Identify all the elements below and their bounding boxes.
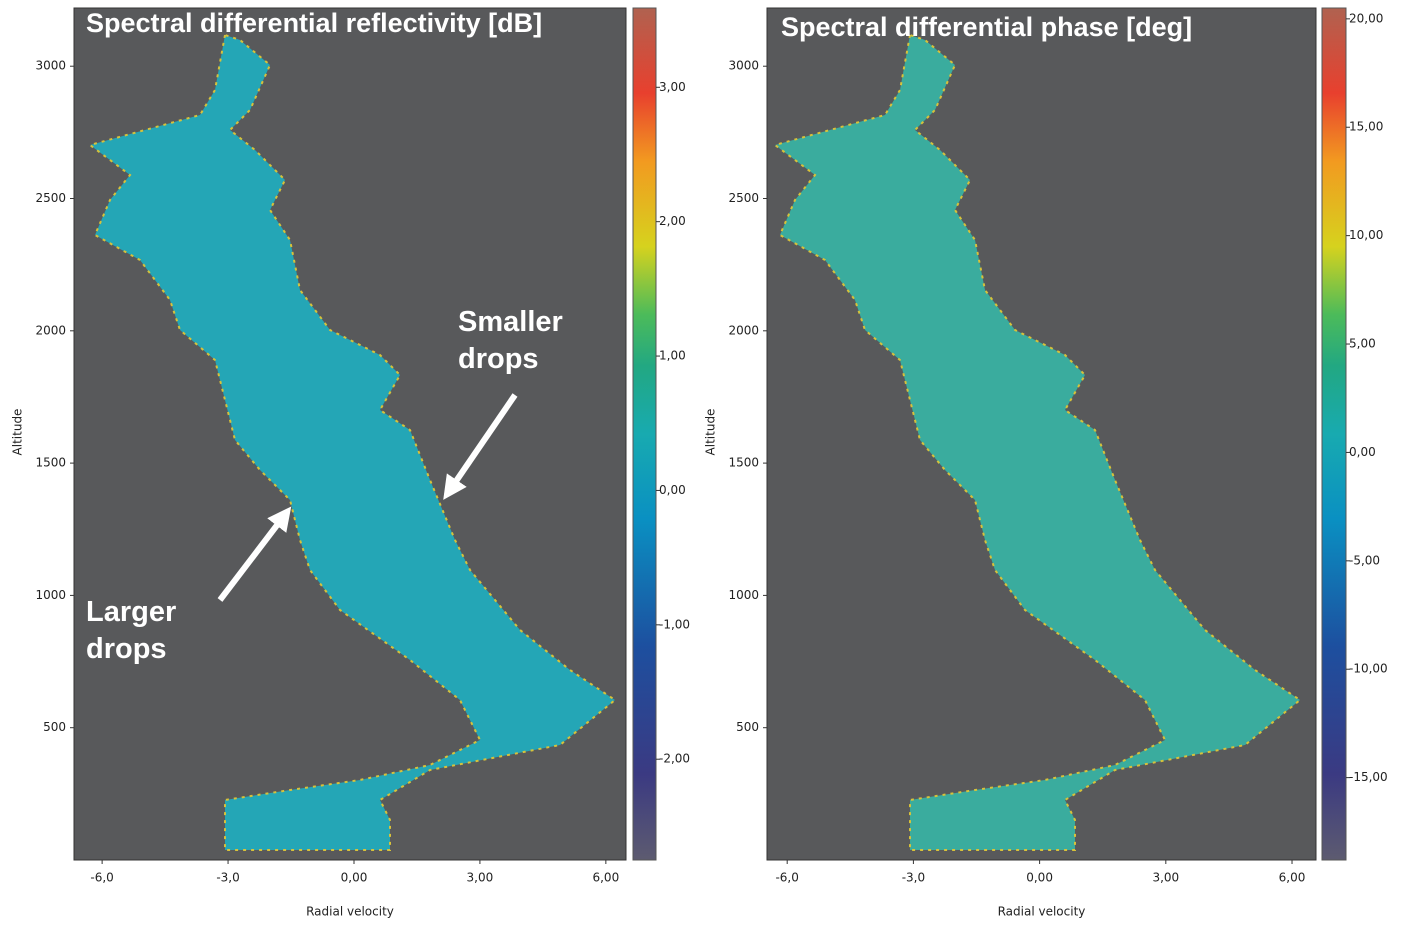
colorbar-tick-label: 20,00 — [1349, 11, 1383, 25]
y-tick-label: 1000 — [35, 588, 66, 602]
colorbar-tick-label: 5,00 — [1349, 337, 1376, 351]
y-tick-label: 2500 — [728, 191, 759, 205]
x-tick-label: 6,00 — [1279, 871, 1306, 885]
y-tick-label: 1500 — [35, 456, 66, 470]
y-tick-label: 500 — [736, 720, 759, 734]
y-tick-label: 1000 — [728, 588, 759, 602]
colorbar-tick-label: 3,00 — [659, 80, 686, 94]
y-axis-label: Altitude — [704, 409, 718, 456]
x-tick-label: -3,0 — [216, 871, 239, 885]
colorbar-tick-label: -1,00 — [659, 617, 690, 631]
colorbar — [1321, 7, 1347, 861]
colorbar-tick-label: 0,00 — [1349, 445, 1376, 459]
y-tick-label: 2000 — [35, 323, 66, 337]
x-tick-label: 6,00 — [592, 871, 619, 885]
colorbar — [632, 7, 657, 861]
annotation: Smaller drops — [458, 306, 563, 375]
spectrum-band — [772, 33, 1302, 851]
x-axis-label: Radial velocity — [998, 905, 1086, 919]
y-tick-label: 2500 — [35, 191, 66, 205]
y-tick-label: 2000 — [728, 323, 759, 337]
annotation: Larger drops — [86, 596, 177, 665]
y-tick-label: 500 — [43, 720, 66, 734]
spectrum-band — [87, 33, 617, 851]
x-tick-label: 0,00 — [341, 871, 368, 885]
colorbar-tick-label: -15,00 — [1349, 770, 1388, 784]
colorbar-tick-label: 2,00 — [659, 214, 686, 228]
y-tick-label: 3000 — [35, 59, 66, 73]
colorbar-tick-label: 15,00 — [1349, 120, 1383, 134]
x-tick-label: -6,0 — [775, 871, 798, 885]
annotation-arrow — [217, 506, 292, 602]
colorbar-tick-label: 1,00 — [659, 349, 686, 363]
x-tick-label: 3,00 — [467, 871, 494, 885]
x-tick-label: -6,0 — [90, 871, 113, 885]
x-axis-label: Radial velocity — [306, 905, 394, 919]
chart-title: Spectral differential reflectivity [dB] — [86, 8, 542, 38]
x-tick-label: 3,00 — [1152, 871, 1179, 885]
x-tick-label: -3,0 — [902, 871, 925, 885]
y-tick-label: 1500 — [728, 456, 759, 470]
colorbar-tick-label: -5,00 — [1349, 553, 1380, 567]
colorbar-tick-label: 0,00 — [659, 483, 686, 497]
annotation-arrow — [443, 393, 518, 500]
colorbar-tick-label: 10,00 — [1349, 228, 1383, 242]
x-tick-label: 0,00 — [1026, 871, 1053, 885]
colorbar-tick-label: -2,00 — [659, 752, 690, 766]
chart-title: Spectral differential phase [deg] — [781, 12, 1192, 42]
y-tick-label: 3000 — [728, 59, 759, 73]
colorbar-tick-label: -10,00 — [1349, 662, 1388, 676]
y-axis-label: Altitude — [11, 409, 25, 456]
